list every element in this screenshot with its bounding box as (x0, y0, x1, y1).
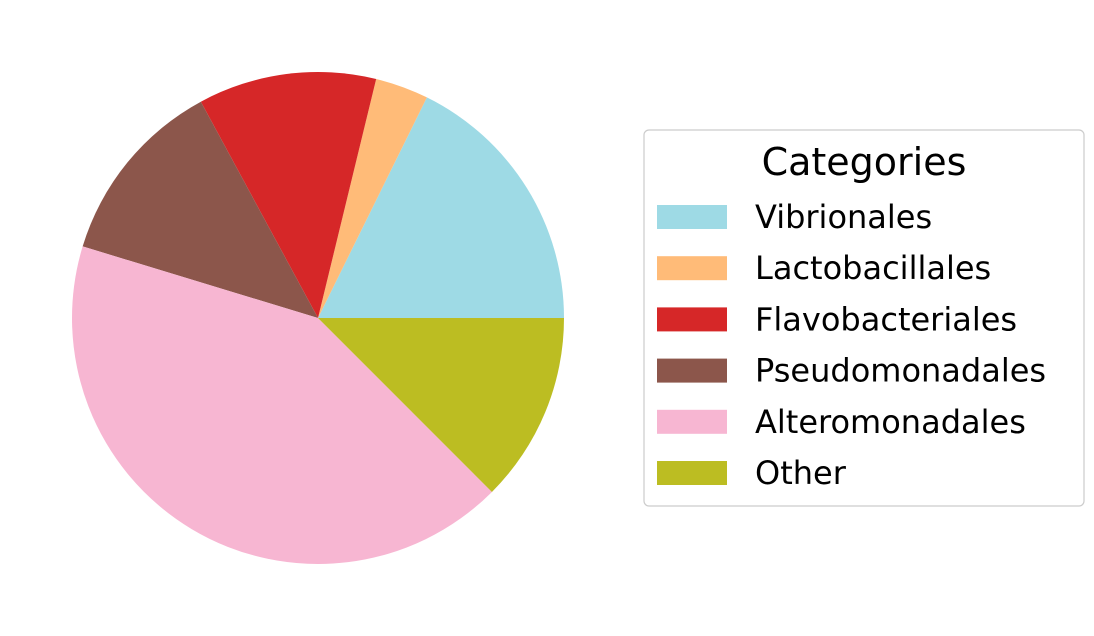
pie-slice-flavobacteriales (200, 72, 377, 318)
pie-slice-lactobacillales (318, 78, 427, 318)
legend-label-other: Other (755, 454, 847, 492)
legend-frame (643, 129, 1085, 507)
legend-items: Vibrionales Lactobacillales Flavobacterial… (657, 198, 1046, 492)
legend-swatch-lactobacillales (657, 256, 727, 281)
legend-label-lactobacillales: Lactobacillales (755, 249, 991, 287)
pie-slice-alteromonadales (72, 246, 492, 564)
legend-swatch-flavobacteriales (657, 307, 727, 332)
legend-swatch-other (657, 461, 727, 485)
legend-title: Categories (762, 140, 967, 184)
legend-swatch-alteromonadales (657, 409, 727, 434)
pie-slice-vibrionales (318, 97, 564, 319)
legend-label-pseudomonadales: Pseudomonadales (755, 352, 1046, 390)
legend-label-alteromonadales: Alteromonadales (755, 403, 1026, 441)
pie-slices (72, 72, 564, 564)
pie-slice-pseudomonadales (82, 101, 318, 318)
legend: Categories Vibrionales Lactobacillales Fla… (643, 129, 1085, 507)
legend-swatch-pseudomonadales (657, 358, 727, 383)
legend-swatch-vibrionales (657, 205, 727, 229)
legend-label-flavobacteriales: Flavobacteriales (755, 300, 1017, 338)
legend-label-vibrionales: Vibrionales (755, 198, 932, 236)
pie-slice-other (318, 318, 564, 492)
